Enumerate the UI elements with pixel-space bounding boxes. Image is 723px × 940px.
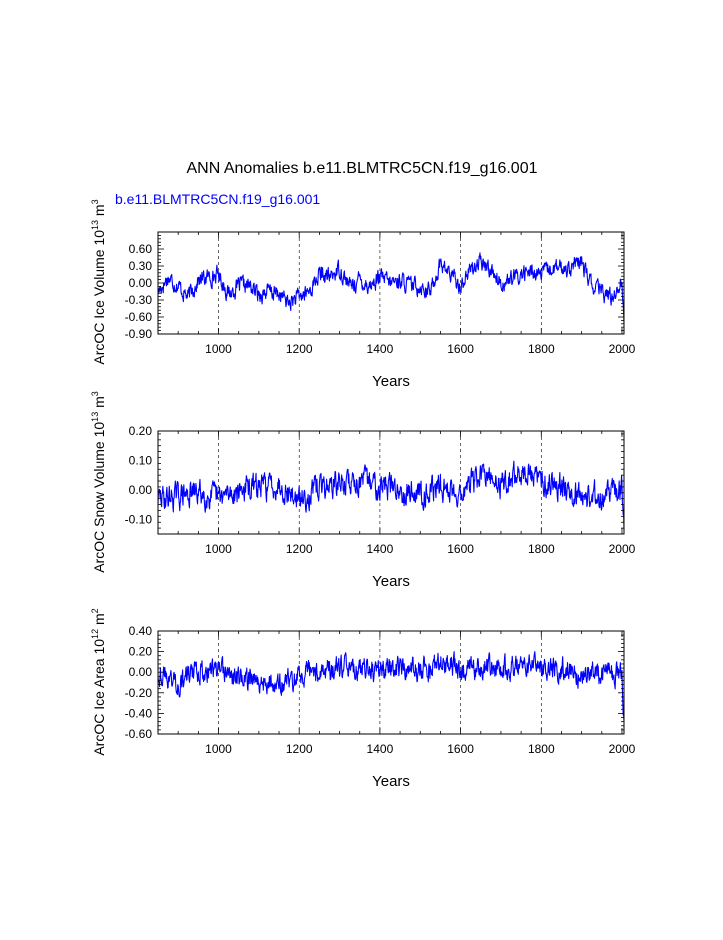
snow-volume-series-line <box>157 460 625 530</box>
snow-volume-xtick-label: 1800 <box>528 542 555 556</box>
snow-volume-xtick-label: 2000 <box>609 542 636 556</box>
ice-area-ytick-label: -0.40 <box>125 706 153 720</box>
ice-area-xtick-label: 2000 <box>609 742 636 756</box>
ice-volume-ytick-label: -0.30 <box>125 293 153 307</box>
ice-volume-xtick-label: 1400 <box>367 342 394 356</box>
snow-volume-ytick-label: 0.00 <box>129 483 153 497</box>
ice-area-ytick-label: 0.20 <box>129 645 153 659</box>
ice-area-series-line <box>157 651 625 721</box>
snow-volume-xtick-label: 1200 <box>286 542 313 556</box>
ice-area-ytick-label: 0.00 <box>129 665 153 679</box>
snow-volume-xtick-label: 1600 <box>447 542 474 556</box>
snow-volume-plot-frame <box>157 430 625 535</box>
snow-volume-ytick-label: -0.10 <box>125 512 153 526</box>
ice-volume-xtick-label: 1600 <box>447 342 474 356</box>
ice-area-ylabel: ArcOC Ice Area 1012 m2 <box>90 608 107 755</box>
ice-area-ytick-label: -0.20 <box>125 686 153 700</box>
ice-volume-series-line <box>157 252 625 325</box>
ice-volume-xtick-label: 1200 <box>286 342 313 356</box>
ice-volume-xtick-label: 1000 <box>205 342 232 356</box>
ice-area-ytick-label: 0.40 <box>129 624 153 638</box>
ice-volume-ytick-label: -0.60 <box>125 310 153 324</box>
ice-volume-ytick-label: 0.00 <box>129 276 153 290</box>
panel-snow-volume: 1000 1200 1400 1600 1800 2000 -0.10 0.00 0.10 0.2… <box>125 424 636 556</box>
ice-area-xtick-label: 1800 <box>528 742 555 756</box>
ice-volume-xtick-label: 2000 <box>609 342 636 356</box>
case-label: b.e11.BLMTRC5CN.f19_g16.001 <box>115 191 320 207</box>
ice-volume-ytick-label: -0.90 <box>125 327 153 341</box>
ice-volume-xtick-label: 1800 <box>528 342 555 356</box>
ice-area-ytick-label: -0.60 <box>125 727 153 741</box>
figure-title: ANN Anomalies b.e11.BLMTRC5CN.f19_g16.00… <box>187 160 538 177</box>
ice-volume-ylabel: ArcOC Ice Volume 1013 m3 <box>90 199 107 364</box>
ice-area-xtick-label: 1600 <box>447 742 474 756</box>
ice-area-xlabel: Years <box>372 773 410 790</box>
ice-volume-ytick-label: 0.60 <box>129 242 153 256</box>
panel-ice-area: 1000 1200 1400 1600 1800 2000 -0.60 -0.40 -0.20 0… <box>125 624 636 756</box>
snow-volume-ytick-label: 0.20 <box>129 424 153 438</box>
ice-area-xtick-label: 1200 <box>286 742 313 756</box>
snow-volume-xlabel: Years <box>372 573 410 590</box>
snow-volume-xtick-label: 1400 <box>367 542 394 556</box>
ice-volume-ytick-label: 0.30 <box>129 259 153 273</box>
ice-area-xtick-label: 1000 <box>205 742 232 756</box>
snow-volume-xtick-label: 1000 <box>205 542 232 556</box>
ice-area-xtick-label: 1400 <box>367 742 394 756</box>
snow-volume-ylabel: ArcOC Snow Volume 1013 m3 <box>90 391 107 573</box>
ice-area-plot-frame <box>157 630 625 735</box>
panel-ice-volume: 1000 1200 1400 1600 1800 2000 -0.90 -0.60 -0.30 0… <box>125 231 636 356</box>
snow-volume-ytick-label: 0.10 <box>129 453 153 467</box>
ice-volume-xlabel: Years <box>372 373 410 390</box>
